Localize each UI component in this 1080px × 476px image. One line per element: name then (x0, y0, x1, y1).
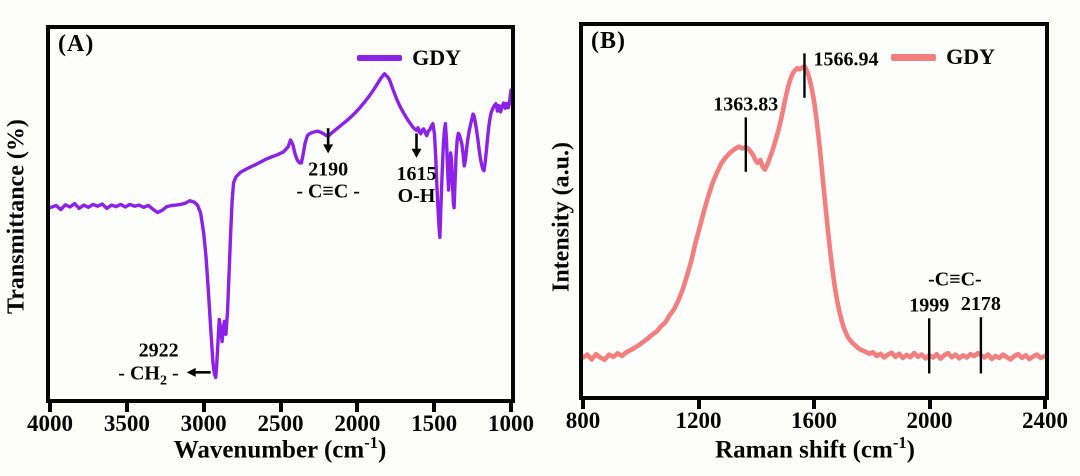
raman-plot-canvas: 1363.83 1566.94 1999 2178-C≡C- (583, 48, 1045, 374)
raman-x-tick (812, 400, 816, 409)
ftir-x-tick (355, 403, 360, 412)
raman-x-tick (1043, 400, 1047, 409)
raman-x-tick (581, 400, 585, 409)
ftir-x-tick-label: 2500 (257, 411, 304, 436)
annotation-label: 2178 (961, 293, 1001, 315)
ftir-band-2922: 2922- CH2​ - (118, 339, 211, 388)
annotation-label: 2922 (139, 339, 179, 361)
raman-plot-frame: 1363.83 1566.94 1999 2178 -C≡C- (B) GDY (579, 22, 1049, 400)
left-arrowhead-icon (186, 367, 196, 377)
raman-x-tick-label: 800 (565, 408, 601, 433)
ftir-x-tick (124, 403, 129, 412)
annotation-label: O-H (398, 185, 436, 207)
annotation-label: -C≡C- (928, 269, 982, 291)
ftir-spectrum-curve (50, 72, 511, 380)
raman-legend: GDY (891, 44, 995, 70)
down-arrowhead-icon (323, 144, 334, 154)
ftir-y-axis-label: Transmittance (%) (3, 119, 30, 315)
annotation-label: - CH2​ - (118, 362, 178, 388)
raman-x-axis-label-text: Raman shift (cm (715, 436, 893, 464)
raman-band-1999: 1999 (909, 294, 949, 374)
ftir-x-axis-label-close: ) (377, 436, 387, 464)
raman-band-1363: 1363.83 (713, 93, 778, 172)
ftir-x-tick-label: 1500 (411, 411, 458, 436)
annotation-label: 1566.94 (813, 48, 878, 70)
annotation-label: 1363.83 (713, 93, 778, 115)
ftir-x-tick (278, 403, 283, 412)
ftir-x-tick (48, 403, 52, 412)
ftir-x-axis-label: Wavenumber (cm-1) (105, 433, 455, 464)
raman-x-tick-label: 2400 (1022, 408, 1068, 433)
ftir-panel-label: (A) (58, 31, 95, 57)
annotation-label: - C≡C - (296, 180, 360, 202)
ftir-x-tick (432, 403, 437, 412)
annotation-label: 1615 (396, 163, 436, 185)
raman-band-2178: 2178 (961, 293, 1001, 374)
raman-x-tick (927, 400, 932, 409)
raman-x-axis-label: Raman shift (cm-1) (640, 433, 990, 464)
raman-band-1566: 1566.94 (803, 48, 878, 98)
ftir-x-tick-label: 2000 (334, 411, 381, 436)
ftir-legend-label: GDY (412, 45, 461, 70)
ftir-x-axis-label-text: Wavenumber (cm (173, 436, 365, 464)
raman-x-axis-label-sup: -1 (892, 433, 907, 452)
raman-x-tick-label: 1200 (675, 408, 722, 433)
raman-y-axis-label: Intensity (a.u.) (548, 142, 575, 293)
ftir-legend: GDY (357, 45, 461, 71)
raman-x-tick (696, 400, 701, 409)
raman-legend-label: GDY (946, 44, 995, 69)
ftir-x-tick-label: 3000 (180, 411, 227, 436)
ftir-x-tick-label: 3500 (103, 411, 150, 436)
annotation-label: 1999 (909, 294, 949, 316)
ftir-x-tick-label: 1000 (488, 411, 534, 436)
raman-spectrum-curve (583, 63, 1045, 363)
ftir-x-tick (509, 403, 513, 412)
raman-panel-label: (B) (591, 28, 626, 54)
raman-triple-bond-label: -C≡C- (928, 269, 982, 291)
raman-x-tick-label: 2000 (906, 408, 953, 433)
ftir-x-tick (201, 403, 206, 412)
down-arrowhead-icon (411, 148, 422, 158)
raman-x-tick-label: 1600 (791, 408, 837, 433)
ftir-band-2190: 2190- C≡C - (296, 128, 360, 202)
ftir-x-tick-label: 4000 (27, 411, 73, 436)
ftir-x-axis-label-sup: -1 (364, 433, 378, 452)
raman-x-axis-label-close: ) (906, 436, 915, 464)
annotation-label: 2190 (308, 158, 348, 180)
raman-legend-swatch (891, 53, 937, 61)
ftir-legend-swatch (357, 55, 403, 61)
